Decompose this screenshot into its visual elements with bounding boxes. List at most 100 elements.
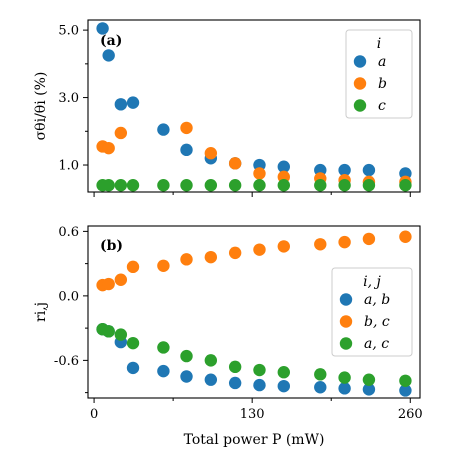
panel-b-point-series-1 bbox=[399, 230, 412, 243]
panel-a-point-series-2 bbox=[180, 179, 193, 192]
panel-b-point-series-1 bbox=[338, 235, 351, 249]
panel-b-legend-label-0: a, b bbox=[364, 292, 390, 308]
panel-b-point-series-2 bbox=[157, 341, 170, 354]
panel-a-point-series-2 bbox=[314, 179, 327, 192]
panel-b-point-series-2 bbox=[228, 360, 242, 374]
panel-b-ytick-label: 0.6 bbox=[58, 225, 79, 240]
panel-a-point-series-2 bbox=[228, 179, 242, 192]
panel-a-legend-title: i bbox=[377, 36, 381, 52]
panel-a-ylabel-text: σθi/θi (%) bbox=[33, 72, 49, 141]
panel-b-legend-marker-1 bbox=[339, 315, 353, 328]
panel-b-point-series-0 bbox=[253, 378, 266, 392]
panel-a-point-series-2 bbox=[362, 179, 376, 192]
panel-b-ytick-label: 0.0 bbox=[58, 289, 79, 304]
panel-b-legend-label-1: b, c bbox=[364, 314, 390, 330]
panel-a-legend-marker-0 bbox=[353, 55, 367, 68]
panel-b-point-series-1 bbox=[253, 243, 266, 256]
panel-b-point-series-2 bbox=[399, 374, 412, 387]
panel-a-ylabel: σθi/θi (%) bbox=[33, 72, 49, 141]
panel-b-point-series-1 bbox=[314, 238, 327, 251]
panel-b-xlabel: Total power P (mW) bbox=[184, 432, 325, 448]
panel-a-point-series-1 bbox=[204, 147, 218, 160]
panel-b-ylabel-text: ri,j bbox=[33, 302, 49, 322]
panel-b-point-series-2 bbox=[126, 336, 140, 350]
panel-b-point-series-2 bbox=[102, 325, 115, 338]
panel-b-point-series-1 bbox=[180, 253, 193, 266]
panel-b-legend-label-2: a, c bbox=[364, 336, 389, 352]
panel-a-point-series-0 bbox=[96, 22, 109, 35]
panel-b-xtick-label: 130 bbox=[240, 407, 265, 422]
panel-a-point-series-0 bbox=[277, 160, 290, 173]
panel-b-point-series-0 bbox=[126, 361, 140, 375]
panel-a-marks bbox=[96, 22, 412, 192]
panel-b-point-series-2 bbox=[314, 368, 327, 381]
panel-a-ytick-label: 3.0 bbox=[58, 91, 79, 106]
panel-a-point-series-0 bbox=[157, 123, 170, 136]
panel-a-point-series-2 bbox=[338, 179, 351, 192]
panel-a-point-series-1 bbox=[102, 141, 115, 155]
panel-a-point-series-2 bbox=[399, 179, 412, 192]
panel-b-point-series-0 bbox=[157, 364, 170, 378]
panel-b-point-series-1 bbox=[102, 277, 115, 291]
panel-b-x-ticks: 0 130 260 bbox=[90, 398, 423, 422]
panel-a-point-series-0 bbox=[114, 98, 128, 111]
panel-b-point-series-0 bbox=[338, 382, 351, 395]
panel-b-point-series-2 bbox=[204, 354, 218, 367]
panel-b-point-series-1 bbox=[362, 232, 376, 246]
panel-b-legend-items: a, b b, c a, c bbox=[339, 292, 390, 352]
panel-a-point-series-2 bbox=[277, 179, 290, 192]
panel-a-legend-marker-1 bbox=[353, 77, 367, 90]
panel-a-point-series-1 bbox=[228, 157, 242, 170]
panel-a-point-series-0 bbox=[362, 163, 376, 177]
panel-b-ylabel: ri,j bbox=[33, 302, 49, 322]
panel-a-legend-marker-2 bbox=[353, 99, 367, 112]
panel-a-point-series-1 bbox=[253, 167, 266, 180]
panel-a-legend-label-0: a bbox=[378, 54, 386, 70]
panel-b-xtick-label: 0 bbox=[90, 407, 98, 422]
panel-a-point-series-2 bbox=[157, 179, 170, 192]
panel-a-x-ticks bbox=[93, 192, 411, 197]
panel-b-point-series-1 bbox=[114, 273, 128, 286]
panel-a-ytick-label: 1.0 bbox=[58, 159, 79, 174]
panel-b-point-series-0 bbox=[180, 370, 193, 383]
panel-b-point-series-1 bbox=[126, 260, 140, 274]
panel-b-y-ticks: -0.6 0.0 0.6 bbox=[54, 225, 88, 394]
panel-a-frame bbox=[87, 19, 421, 193]
panel-a-point-series-1 bbox=[114, 126, 128, 140]
panel-b-ytick-label: -0.6 bbox=[54, 354, 79, 369]
panel-a-point-series-2 bbox=[102, 179, 115, 192]
panel-b-point-series-1 bbox=[204, 250, 218, 264]
panel-a-legend-label-1: b bbox=[378, 76, 387, 92]
panel-b-point-series-2 bbox=[277, 366, 290, 379]
panel-a-point-series-0 bbox=[102, 49, 115, 62]
panel-b: -0.6 0.0 0.6 0 130 260 (b) ri,j Total power … bbox=[33, 225, 423, 448]
panel-a-ytick-label: 5.0 bbox=[58, 24, 79, 39]
panel-b-point-series-2 bbox=[338, 371, 351, 384]
panel-b-point-series-1 bbox=[277, 240, 290, 253]
panel-b-point-series-0 bbox=[204, 373, 218, 386]
panel-b-point-series-1 bbox=[157, 259, 170, 272]
panel-a-point-series-0 bbox=[338, 163, 351, 177]
panel-a-y-ticks: 1.0 3.0 5.0 bbox=[58, 24, 88, 174]
panel-a-point-series-2 bbox=[204, 179, 218, 192]
panel-a-legend-box bbox=[345, 29, 413, 119]
panel-b-point-series-0 bbox=[228, 376, 242, 390]
panel-a-legend: i abc bbox=[345, 29, 413, 119]
panel-b-point-series-1 bbox=[228, 246, 242, 260]
panel-a-point-series-2 bbox=[126, 179, 140, 192]
panel-b-point-series-0 bbox=[277, 379, 290, 393]
panel-b-legend: i, j a, b b, c a, c bbox=[331, 267, 413, 357]
panel-b-label: (b) bbox=[100, 238, 123, 254]
panel-a-point-series-0 bbox=[126, 96, 140, 109]
panel-b-legend-title: i, j bbox=[363, 274, 381, 290]
panel-a-legend-items: abc bbox=[353, 54, 387, 114]
panel-b-point-series-0 bbox=[314, 381, 327, 394]
panel-a-point-series-2 bbox=[253, 179, 266, 192]
panel-a-legend-label-2: c bbox=[378, 98, 386, 114]
panel-b-point-series-0 bbox=[399, 384, 412, 397]
panel-b-point-series-2 bbox=[114, 328, 128, 341]
panel-a: 1.0 3.0 5.0 (a) σθi/θi (%) i abc bbox=[33, 19, 421, 197]
panel-a-point-series-0 bbox=[180, 143, 193, 157]
panel-a-label: (a) bbox=[100, 33, 122, 49]
